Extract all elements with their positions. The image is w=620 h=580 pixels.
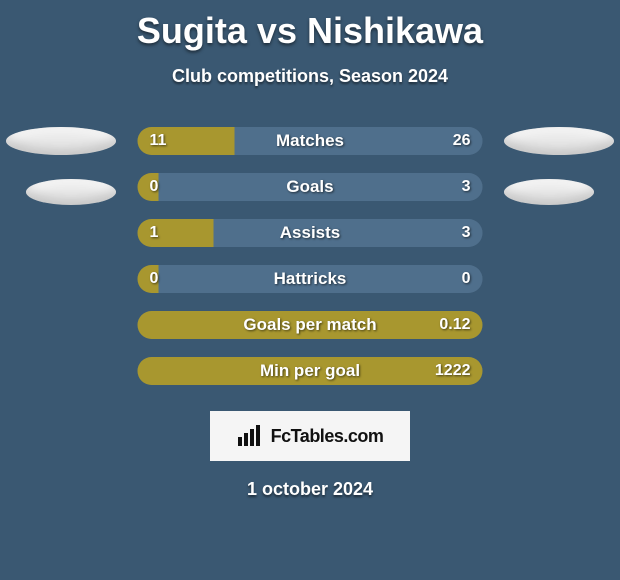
stat-value-right: 1222 bbox=[435, 362, 471, 380]
stat-label: Matches bbox=[276, 131, 344, 151]
stat-label: Hattricks bbox=[274, 269, 347, 289]
stat-value-right: 0.12 bbox=[439, 316, 470, 334]
stat-row: Min per goal 1222 bbox=[138, 357, 483, 385]
stat-value-right: 26 bbox=[453, 132, 471, 150]
stat-label: Goals bbox=[286, 177, 333, 197]
stat-row: Matches 11 26 bbox=[138, 127, 483, 155]
stat-value-right: 0 bbox=[462, 270, 471, 288]
stat-value-left: 1 bbox=[150, 224, 159, 242]
stat-row: Goals per match 0.12 bbox=[138, 311, 483, 339]
page-date: 1 october 2024 bbox=[0, 479, 620, 500]
stat-label: Goals per match bbox=[243, 315, 376, 335]
player-left-ellipse-2 bbox=[26, 179, 116, 205]
comparison-chart: Matches1126Goals03Assists13Hattricks00Go… bbox=[0, 127, 620, 397]
stat-value-right: 3 bbox=[462, 178, 471, 196]
page-title: Sugita vs Nishikawa bbox=[0, 0, 620, 52]
page-subtitle: Club competitions, Season 2024 bbox=[0, 66, 620, 87]
stat-bar-right bbox=[235, 127, 483, 155]
stat-row: Hattricks 0 0 bbox=[138, 265, 483, 293]
stat-label: Min per goal bbox=[260, 361, 360, 381]
stat-bar-right bbox=[214, 219, 483, 247]
stat-row: Goals 0 3 bbox=[138, 173, 483, 201]
player-left-ellipse-1 bbox=[6, 127, 116, 155]
player-right-ellipse-2 bbox=[504, 179, 594, 205]
stat-value-left: 0 bbox=[150, 270, 159, 288]
stat-row: Assists 1 3 bbox=[138, 219, 483, 247]
comparison-rows: Matches1126Goals03Assists13Hattricks00Go… bbox=[138, 127, 483, 403]
stat-value-right: 3 bbox=[462, 224, 471, 242]
branding-text: FcTables.com bbox=[271, 426, 384, 447]
branding-box: FcTables.com bbox=[210, 411, 410, 461]
stat-label: Assists bbox=[280, 223, 340, 243]
player-right-ellipse-1 bbox=[504, 127, 614, 155]
stat-value-left: 0 bbox=[150, 178, 159, 196]
stat-value-left: 11 bbox=[150, 132, 167, 150]
branding-icon bbox=[237, 425, 263, 447]
